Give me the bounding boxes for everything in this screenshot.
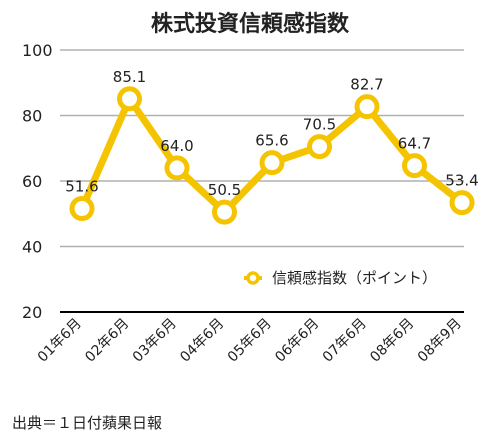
source-note: 出典＝１日付蘋果日報: [12, 414, 163, 432]
y-tick-label: 80: [22, 107, 42, 126]
data-label: 82.7: [350, 76, 383, 94]
data-label: 53.4: [445, 172, 478, 190]
x-tick-label: 06年6月: [272, 316, 322, 366]
x-tick-label: 08年6月: [367, 316, 417, 366]
data-label: 64.0: [160, 137, 193, 155]
data-point: [164, 155, 190, 181]
data-label: 65.6: [255, 132, 288, 150]
data-label: 85.1: [113, 68, 146, 86]
data-label: 64.7: [398, 135, 431, 153]
x-tick-label: 07年6月: [320, 316, 370, 366]
y-tick-label: 40: [22, 238, 42, 257]
y-tick-label: 60: [22, 172, 42, 191]
data-label: 70.5: [303, 116, 336, 134]
legend-label: 信頼感指数（ポイント）: [272, 269, 437, 287]
y-tick-label: 100: [22, 41, 53, 60]
x-tick-label: 02年6月: [82, 316, 132, 366]
data-point: [354, 94, 380, 120]
data-point: [69, 196, 95, 222]
data-point: [212, 199, 237, 225]
data-point: [117, 86, 142, 112]
data-point: [402, 153, 427, 179]
x-tick-label: 08年9月: [415, 316, 465, 366]
data-point: [259, 150, 285, 176]
data-point: [307, 134, 332, 160]
x-tick-label: 05年6月: [225, 316, 275, 366]
x-tick-label: 01年6月: [35, 316, 85, 366]
x-tick-label: 03年6月: [130, 316, 180, 366]
chart-title: 株式投資信頼感指数: [150, 12, 349, 37]
data-label: 50.5: [208, 181, 241, 199]
data-point: [449, 190, 475, 216]
y-tick-label: 20: [22, 303, 42, 322]
x-tick-label: 04年6月: [177, 316, 227, 366]
legend-marker: [246, 271, 260, 285]
data-label: 51.6: [65, 178, 98, 196]
